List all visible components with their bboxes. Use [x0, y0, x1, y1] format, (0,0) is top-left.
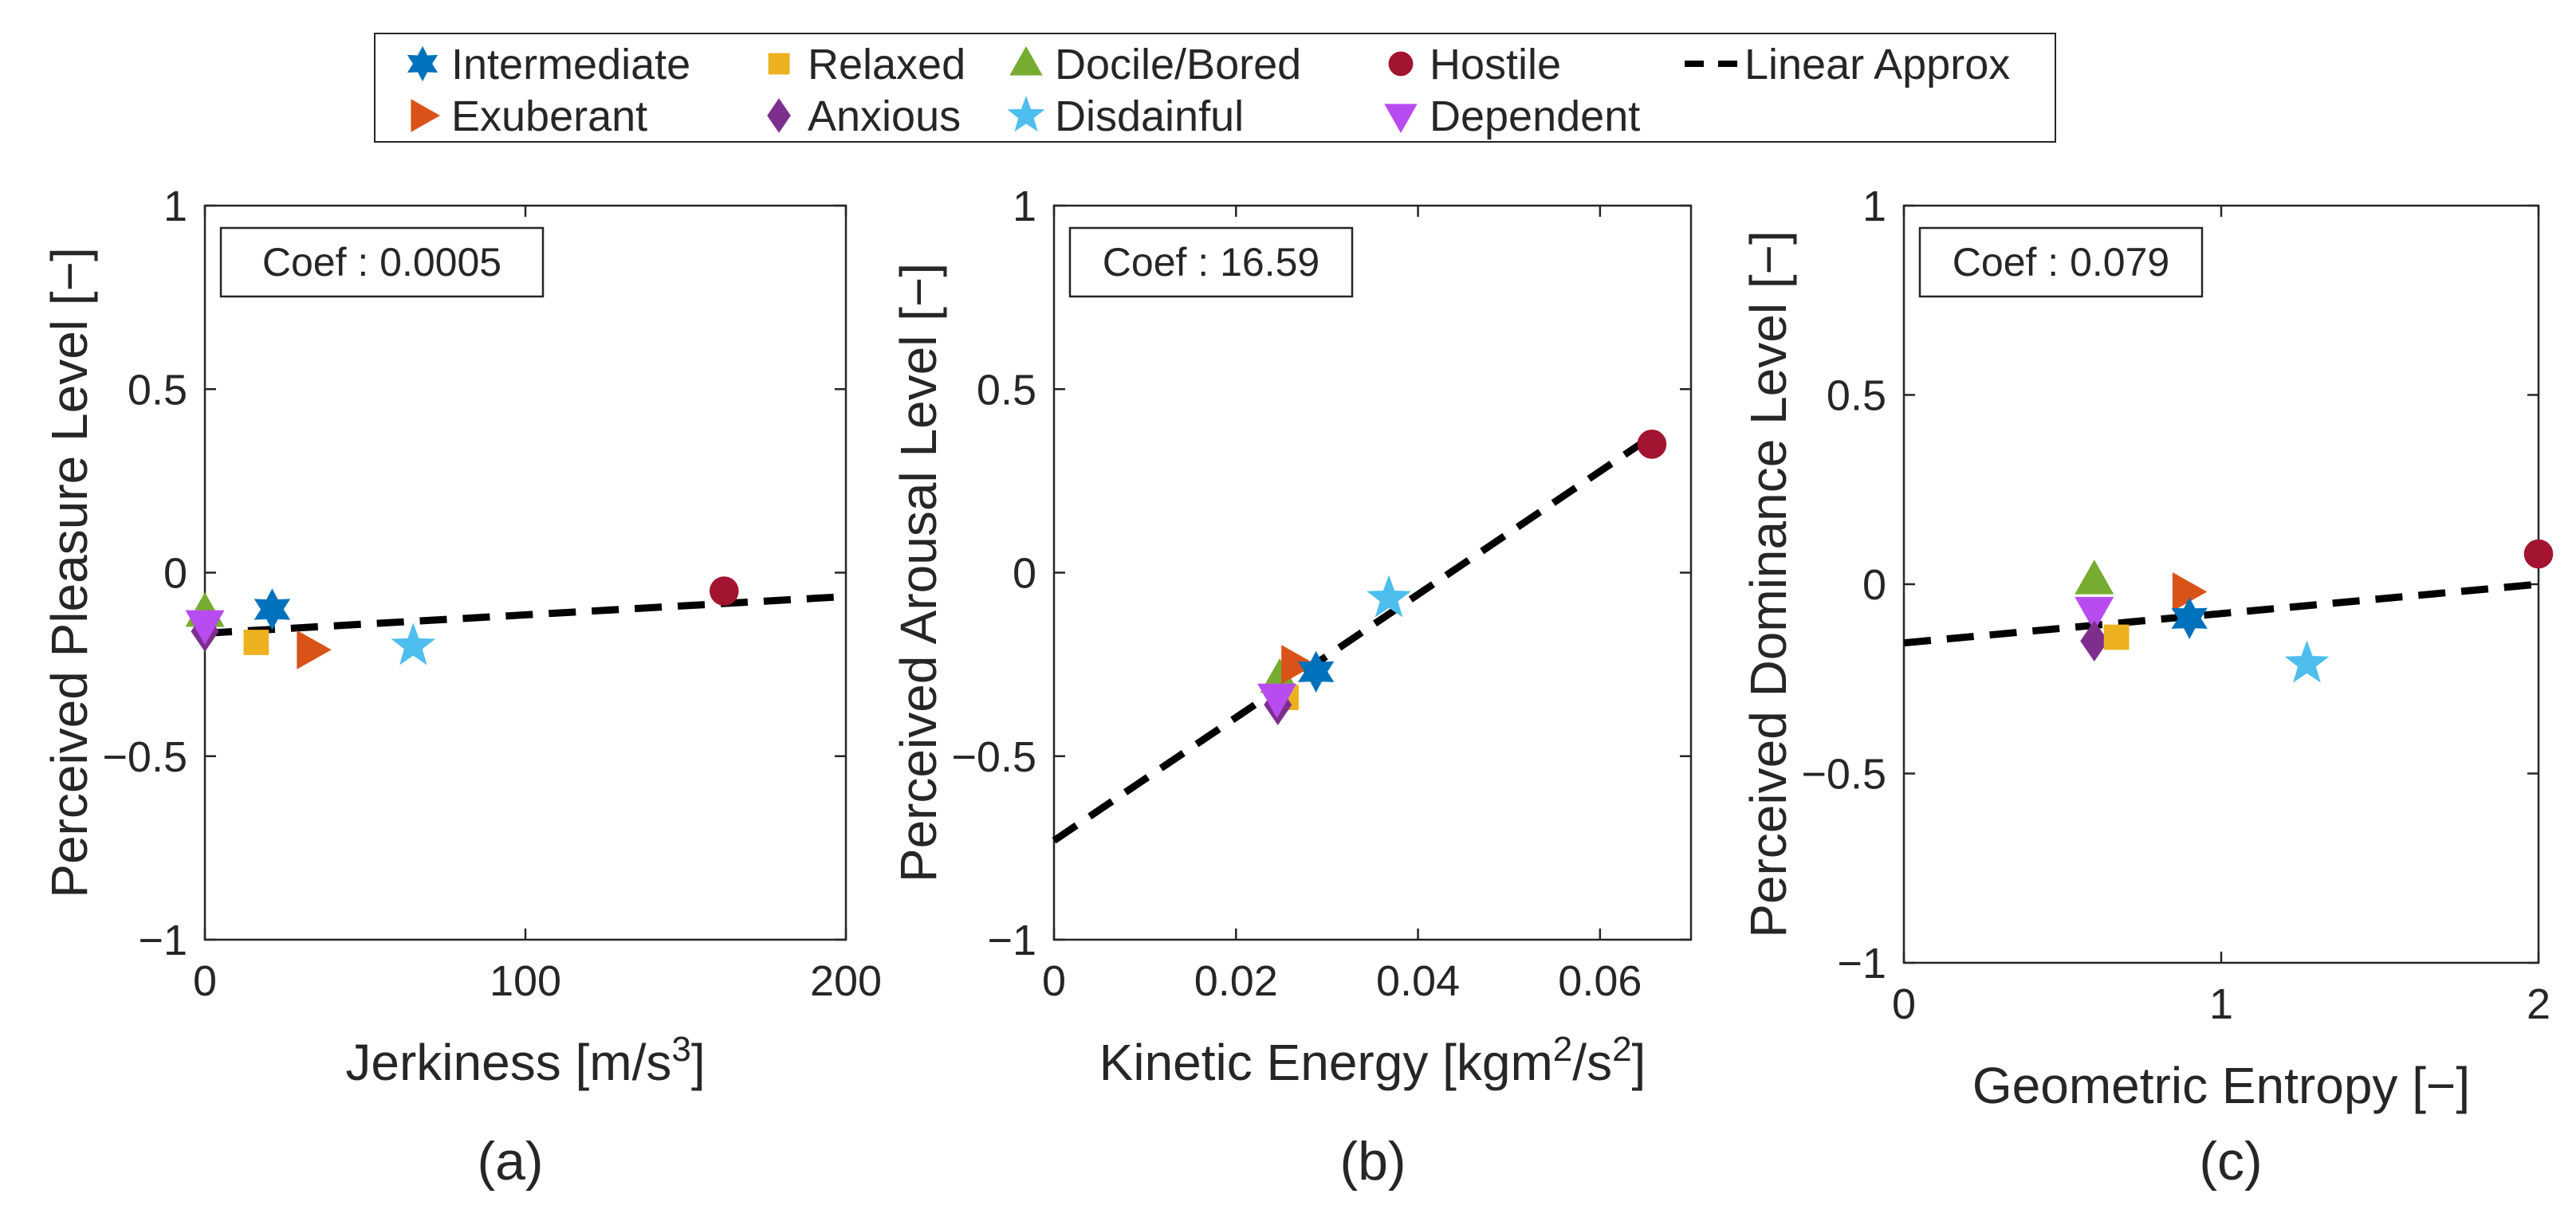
panel-caption: (b)	[1339, 1131, 1406, 1192]
panel-b: 0 0.02 0.04 0.06 −1 −0.5 0 0.5 1 Coef : 16.59 Kine…	[890, 183, 1693, 1192]
legend-label-intermediate: Intermediate	[451, 41, 690, 88]
y-tick-label: 0	[163, 550, 187, 598]
linear-approx-line	[1903, 580, 2539, 647]
axes-box	[203, 204, 848, 941]
y-tick-label: 1	[1013, 183, 1036, 230]
data-point-disdainful	[1367, 575, 1412, 618]
legend-marker-exuberant	[411, 99, 441, 132]
data-point-relaxed	[243, 630, 269, 655]
coef-label: Coef : 16.59	[1103, 240, 1319, 285]
data-point-disdainful	[391, 622, 436, 666]
y-tick-label: 0	[1013, 550, 1036, 598]
x-axis-label: Kinetic Energy [kgm2/s2]	[1099, 1030, 1646, 1092]
y-tick-label: −0.5	[102, 733, 187, 781]
legend-marker-anxious	[767, 98, 791, 133]
y-tick-label: −0.5	[1801, 751, 1886, 799]
coef-label: Coef : 0.0005	[262, 240, 501, 285]
y-tick-label: −0.5	[951, 733, 1036, 781]
legend-label-hostile: Hostile	[1430, 41, 1561, 88]
panel-caption: (a)	[477, 1131, 543, 1192]
legend-label-dependent: Dependent	[1430, 92, 1640, 140]
legend-label-docile: Docile/Bored	[1055, 41, 1301, 88]
panel-c: 0 1 2 −1 −0.5 0 0.5 1 Coef : 0.079 Geometric Entr…	[1740, 183, 2554, 1192]
x-axis-label: Jerkiness [m/s3]	[345, 1030, 705, 1092]
x-tick-label: 200	[810, 957, 882, 1005]
legend-label-exuberant: Exuberant	[451, 92, 647, 140]
coef-box	[219, 226, 545, 298]
data-point-dependent	[185, 610, 225, 646]
coef-label: Coef : 0.079	[1953, 240, 2169, 285]
y-axis-label: Perceived Pleasure Level [−]	[41, 247, 98, 897]
legend-marker-hostile	[1388, 51, 1414, 77]
legend-marker-disdainful	[1007, 96, 1045, 132]
y-tick-label: 0.5	[1827, 372, 1886, 420]
y-tick-label: −1	[987, 917, 1036, 964]
y-tick-label: 0	[1862, 561, 1886, 609]
y-tick-label: 1	[163, 183, 187, 230]
data-point-dependent	[1257, 683, 1297, 719]
x-tick-label: 0.04	[1376, 957, 1460, 1005]
coef-box	[1918, 226, 2204, 298]
legend-marker-dependent	[1384, 104, 1418, 134]
axes-box	[1052, 204, 1693, 941]
legend-box	[374, 33, 2056, 143]
y-axis-label: Perceived Arousal Level [−]	[890, 263, 947, 882]
panel-caption: (c)	[2199, 1131, 2262, 1192]
x-axis-label: Geometric Entropy [−]	[1972, 1057, 2470, 1114]
y-tick-label: 1	[1862, 183, 1886, 230]
legend-label-linear: Linear Approx	[1744, 41, 2010, 88]
legend: Intermediate Relaxed Docile/Bored Hostile Li…	[374, 33, 2056, 143]
data-point-intermediate	[1298, 650, 1335, 693]
y-tick-label: 0.5	[977, 366, 1036, 414]
y-tick-label: 0.5	[128, 366, 187, 414]
linear-approx-line	[204, 592, 847, 637]
data-point-hostile	[709, 576, 739, 606]
data-point-disdainful	[2284, 640, 2330, 683]
x-tick-label: 0	[1892, 980, 1916, 1028]
legend-marker-docile	[1009, 45, 1043, 76]
data-point-intermediate	[2171, 597, 2208, 639]
y-tick-label: −1	[1837, 940, 1886, 988]
axes-box	[1902, 204, 2540, 964]
y-tick-label: −1	[138, 917, 187, 964]
legend-label-relaxed: Relaxed	[808, 41, 966, 88]
data-point-intermediate	[254, 588, 291, 630]
legend-label-disdainful: Disdainful	[1055, 92, 1244, 140]
coef-box	[1068, 226, 1354, 298]
x-tick-label: 0.06	[1558, 957, 1642, 1005]
y-axis-label: Perceived Dominance Level [−]	[1740, 230, 1797, 938]
data-point-dependent	[2075, 596, 2114, 632]
data-point-hostile	[2523, 539, 2554, 569]
data-point-relaxed	[2103, 624, 2130, 650]
data-point-anxious	[2080, 620, 2109, 662]
x-tick-label: 1	[2209, 980, 2233, 1028]
x-tick-label: 0.02	[1194, 957, 1278, 1005]
x-tick-label: 0	[1042, 957, 1066, 1005]
data-point-exuberant	[1281, 645, 1316, 685]
legend-label-anxious: Anxious	[808, 92, 961, 140]
x-tick-label: 2	[2527, 980, 2550, 1028]
linear-approx-line	[1052, 428, 1662, 844]
x-tick-label: 100	[490, 957, 561, 1005]
data-point-hostile	[1637, 430, 1667, 459]
legend-marker-relaxed	[768, 53, 790, 75]
panel-a: 0 100 200 −1 −0.5 0 0.5 1 Coef : 0.0005 Jerkiness…	[41, 183, 882, 1192]
x-tick-label: 0	[193, 957, 217, 1005]
legend-marker-intermediate	[407, 45, 439, 82]
data-point-docile	[2075, 560, 2114, 595]
data-point-exuberant	[297, 630, 332, 669]
